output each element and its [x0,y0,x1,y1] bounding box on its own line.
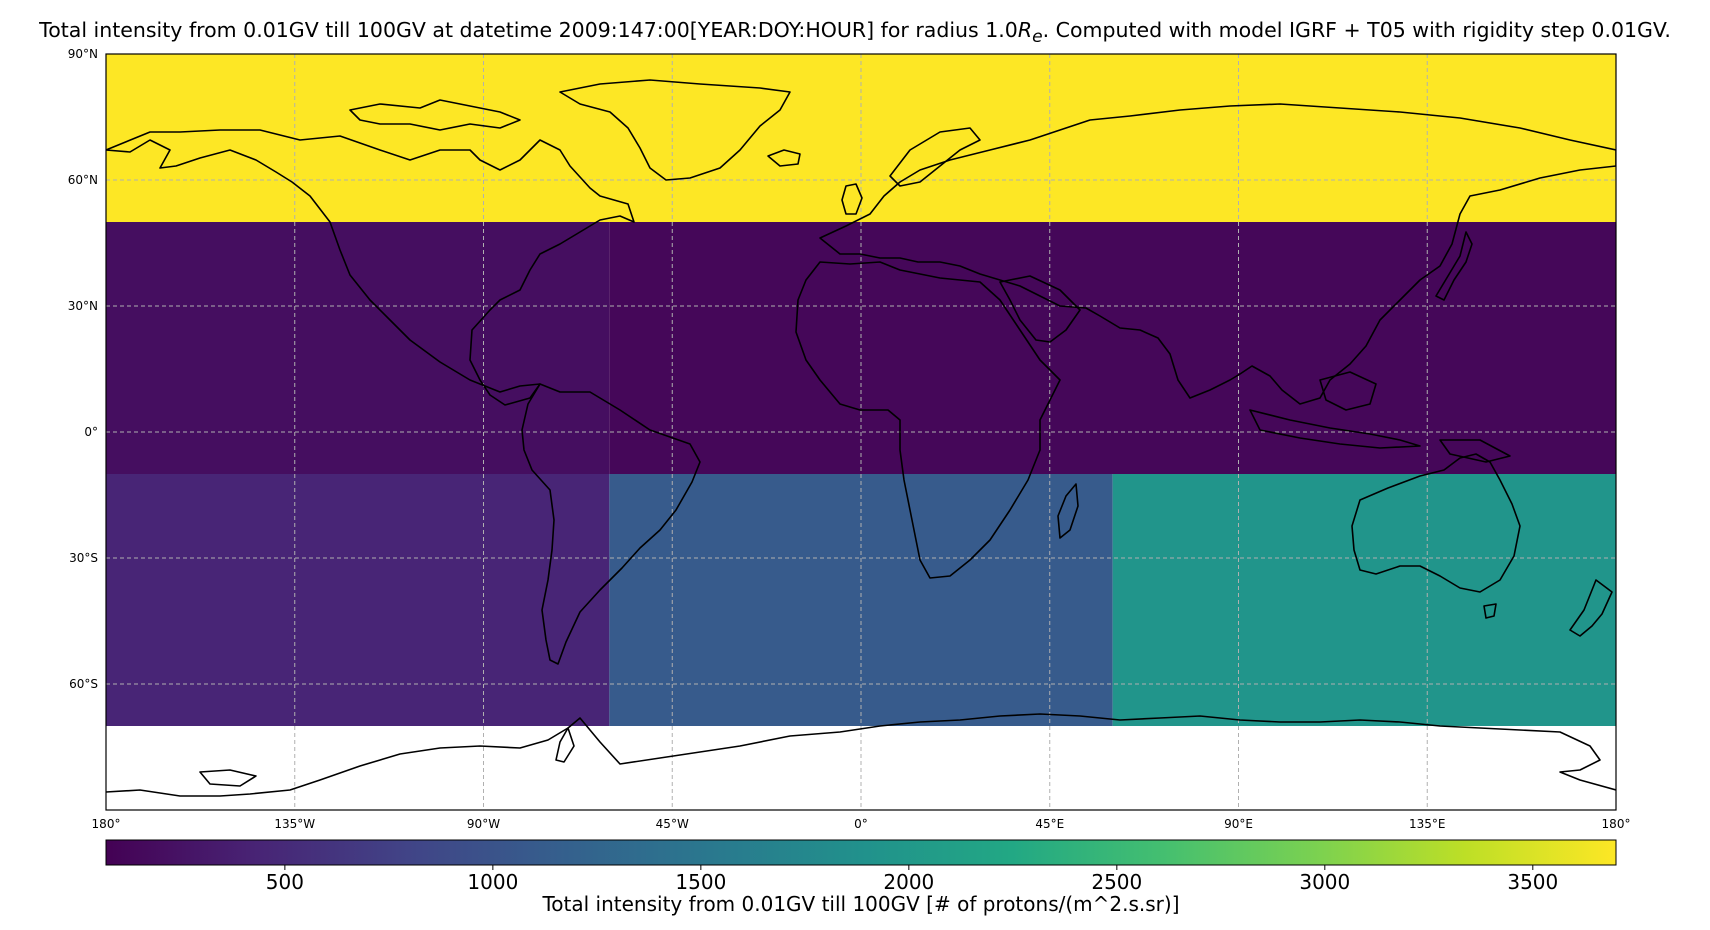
latitude-tick-label: 60°N [68,173,98,187]
latitude-tick-label: 30°S [69,551,98,565]
colorbar-ticks: 500 1000 1500 2000 2500 3000 3500 [266,865,1558,894]
colorbar-tick-label: 500 [266,870,304,894]
colorbar [106,840,1616,865]
latitude-tick-label: 0° [84,425,98,439]
longitude-ticks: 180° 135°W 90°W 45°W 0° 45°E 90°E 135°E 180° [92,817,1631,831]
latitude-tick-label: 30°N [68,299,98,313]
coastline-ross-island [200,770,256,786]
longitude-tick-label: 90°W [467,817,500,831]
longitude-tick-label: 135°W [274,817,315,831]
latitude-tick-label: 60°S [69,677,98,691]
latitude-tick-label: 90°N [68,47,98,61]
latitude-ticks: 90°N 60°N 30°N 0° 30°S 60°S [68,47,98,691]
colorbar-label: Total intensity from 0.01GV till 100GV [… [541,892,1179,916]
colorbar-tick-label: 1000 [467,870,518,894]
longitude-tick-label: 45°E [1035,817,1064,831]
colorbar-tick-label: 3500 [1507,870,1558,894]
intensity-cell [106,474,609,726]
intensity-cell [1113,474,1616,726]
colorbar-tick-label: 2000 [883,870,934,894]
colorbar-tick-label: 3000 [1299,870,1350,894]
longitude-tick-label: 180° [1602,817,1631,831]
longitude-tick-label: 90°E [1224,817,1253,831]
intensity-cell [106,222,609,474]
longitude-tick-label: 180° [92,817,121,831]
longitude-tick-label: 0° [854,817,868,831]
intensity-cell [609,222,1616,474]
longitude-tick-label: 45°W [656,817,689,831]
longitude-tick-label: 135°E [1409,817,1446,831]
colorbar-tick-label: 1500 [675,870,726,894]
colorbar-tick-label: 2500 [1091,870,1142,894]
